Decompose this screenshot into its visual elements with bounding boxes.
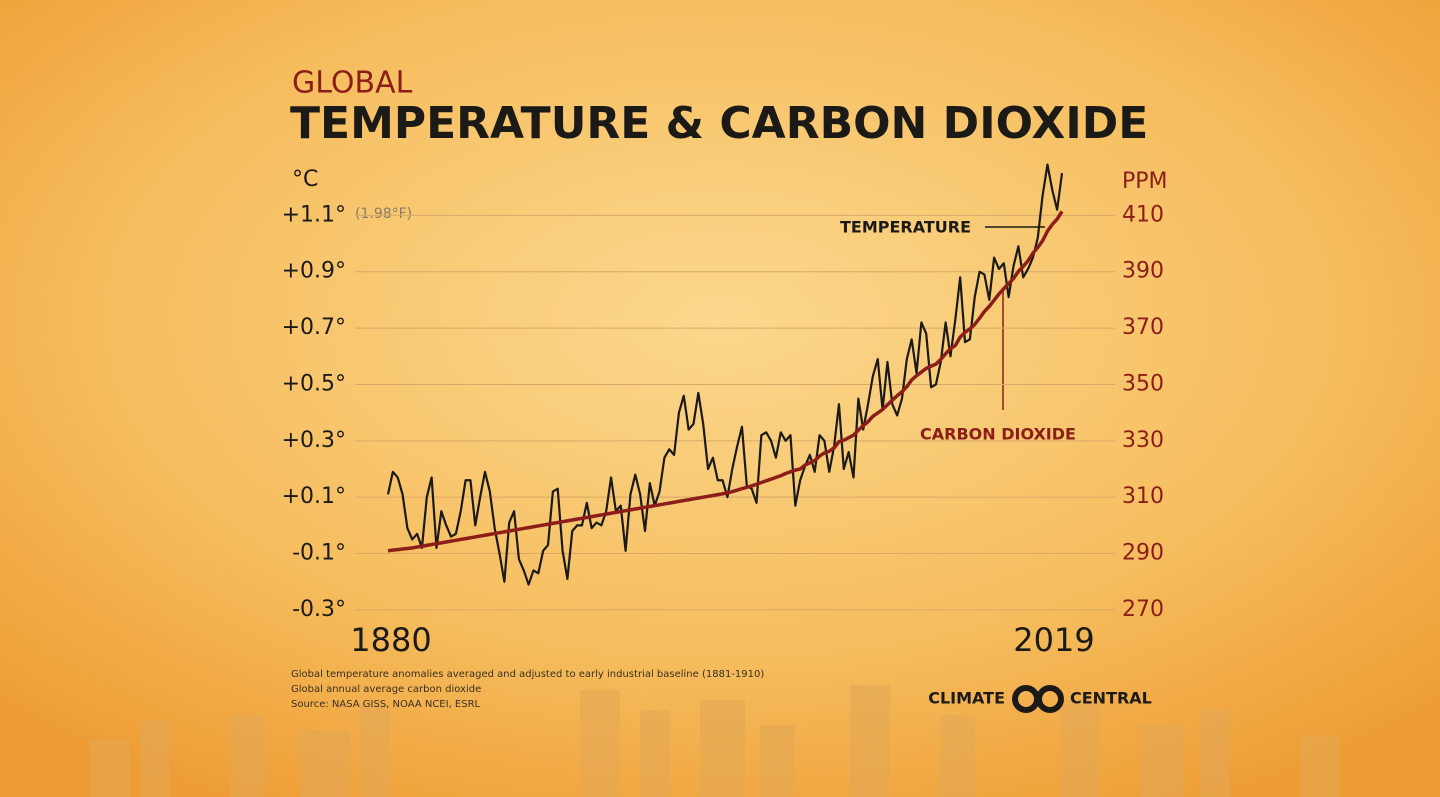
footnote: Global temperature anomalies averaged an… (291, 669, 764, 680)
y-annotation: (1.98°F) (355, 206, 412, 222)
y2-tick-label: 390 (1122, 259, 1164, 284)
y2-tick-label: 270 (1122, 597, 1164, 622)
y2-tick-label: 350 (1122, 371, 1164, 396)
y-tick-label: +0.3° (282, 428, 346, 453)
y-tick-label: +1.1° (282, 202, 346, 227)
x-tick-label: 1880 (350, 621, 431, 659)
y-tick-label: -0.1° (292, 541, 346, 566)
y2-axis-label: PPM (1122, 169, 1168, 194)
y-tick-label: +0.7° (282, 315, 346, 340)
y-tick-label: +0.5° (282, 371, 346, 396)
data-line (387, 210, 1064, 553)
logo (1036, 685, 1064, 713)
brand: CENTRAL (1070, 689, 1152, 708)
series-label: TEMPERATURE (840, 218, 971, 237)
footnote: Source: NASA GISS, NOAA NCEI, ESRL (291, 699, 481, 710)
y-tick-label: -0.3° (292, 597, 346, 622)
brand: CLIMATE (928, 689, 1005, 708)
y2-tick-label: 290 (1122, 541, 1164, 566)
series-label: CARBON DIOXIDE (920, 425, 1076, 444)
y2-tick-label: 330 (1122, 428, 1164, 453)
y-tick-label: +0.9° (282, 259, 346, 284)
y2-tick-label: 370 (1122, 315, 1164, 340)
x-tick-label: 2019 (1013, 621, 1094, 659)
y2-tick-label: 310 (1122, 484, 1164, 509)
footnote: Global annual average carbon dioxide (291, 684, 481, 695)
y2-tick-label: 410 (1122, 202, 1164, 227)
y-axis-label: °C (292, 167, 318, 192)
supertitle: GLOBAL (292, 66, 413, 101)
chart-title: TEMPERATURE & CARBON DIOXIDE (290, 98, 1148, 149)
skyline (90, 685, 1340, 797)
y-tick-label: +0.1° (282, 484, 346, 509)
